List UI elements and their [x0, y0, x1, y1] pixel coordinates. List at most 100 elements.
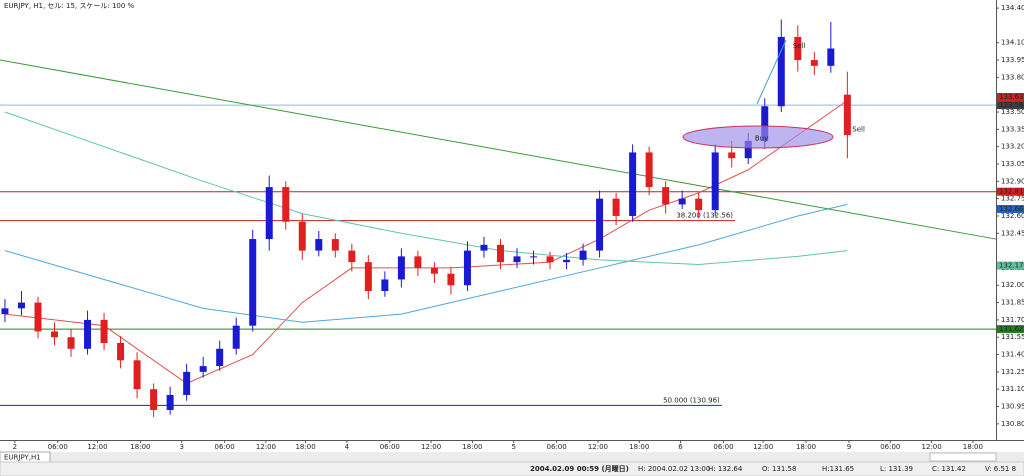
status-item: H: 2004.02.02 13:00 — [638, 465, 710, 473]
x-tick-label: 18:00 — [629, 443, 649, 451]
candle-body — [265, 187, 273, 240]
candle-body — [364, 262, 372, 292]
candle-body — [496, 244, 504, 263]
candle-body — [117, 342, 125, 361]
chart-tab-label[interactable]: EURJPY,H1 — [4, 454, 41, 462]
x-tick-label: 12:00 — [87, 443, 107, 451]
candle-body — [414, 256, 422, 268]
candle-body — [678, 198, 686, 205]
candle-body — [447, 273, 455, 286]
price-tag — [997, 261, 1024, 270]
price-tag — [997, 101, 1024, 110]
y-tick-label: 132.75 — [1001, 195, 1024, 203]
x-tick-label: 12:00 — [256, 443, 276, 451]
candle-body — [612, 198, 620, 216]
candle-body — [563, 259, 571, 263]
status-item: O: 131.58 — [762, 465, 796, 473]
candle-body — [546, 256, 554, 263]
candle-body — [695, 198, 703, 211]
indicator-line — [4, 203, 848, 323]
price-tag-label: 131.62 — [999, 325, 1024, 333]
candle-body — [728, 152, 736, 159]
price-tag — [997, 93, 1024, 102]
x-tick-label: 06:00 — [215, 443, 235, 451]
candle-body — [298, 221, 306, 251]
candle-body — [761, 106, 769, 141]
x-tick-label: 2 — [13, 443, 17, 451]
price-tag — [997, 187, 1024, 196]
x-tick-label: 18:00 — [462, 443, 482, 451]
x-tick-label: 18:00 — [130, 443, 150, 451]
candle-body — [463, 250, 471, 286]
y-tick-label: 131.85 — [1001, 299, 1024, 307]
candle-body — [199, 366, 207, 372]
candle-body — [100, 319, 108, 343]
candle-body — [794, 36, 802, 61]
y-tick-label: 132.60 — [1001, 212, 1024, 220]
candle-body — [810, 60, 818, 66]
x-tick-label: 9 — [847, 443, 851, 451]
candle-body — [249, 239, 257, 326]
candle-body — [843, 94, 851, 136]
scroll-controls[interactable] — [929, 452, 997, 462]
x-tick-label: 18:00 — [295, 443, 315, 451]
candle-body — [67, 337, 75, 349]
y-tick-label: 132.45 — [1001, 229, 1024, 237]
candle-body — [183, 371, 191, 395]
candle-body — [397, 256, 405, 280]
candle-body — [744, 140, 752, 159]
x-tick-label: 12:00 — [421, 443, 441, 451]
x-tick-label: 12:00 — [921, 443, 941, 451]
price-tag-label: 133.63 — [999, 93, 1024, 101]
candle-body — [381, 279, 389, 292]
x-tick-label: 12:00 — [753, 443, 773, 451]
level-label: 38.200 (132.56) — [676, 212, 733, 220]
x-tick-label: 06:00 — [547, 443, 567, 451]
y-tick-label: 130.95 — [1001, 403, 1024, 411]
candle-body — [84, 319, 92, 349]
y-tick-label: 133.35 — [1001, 125, 1024, 133]
y-tick-label: 131.10 — [1001, 385, 1024, 393]
x-tick-label: 6 — [678, 443, 683, 451]
candle-body — [331, 239, 339, 251]
status-items: 2004.02.09 00:59 (月曜日) H: 2004.02.02 13:0… — [530, 464, 1016, 473]
price-tag — [997, 325, 1024, 334]
y-tick-label: 133.20 — [1001, 143, 1024, 151]
y-tick-label: 134.40 — [1001, 4, 1024, 12]
x-tick-label: 3 — [179, 443, 183, 451]
x-tick-label: 06:00 — [880, 443, 900, 451]
candle-body — [150, 389, 158, 410]
y-tick-label: 131.70 — [1001, 316, 1024, 324]
price-tag-label: 132.17 — [999, 262, 1024, 270]
candle-body — [133, 360, 141, 390]
status-item: C: 131.42 — [932, 465, 966, 473]
tab-bar — [0, 452, 1024, 462]
price-tag — [997, 205, 1024, 214]
candle-body — [596, 198, 604, 251]
candle-body — [166, 394, 174, 410]
candle-body — [711, 152, 719, 211]
candle-body — [1, 308, 9, 315]
candle-body — [315, 239, 323, 251]
y-tick-label: 134.10 — [1001, 39, 1024, 47]
y-tick-label: 131.40 — [1001, 351, 1024, 359]
y-tick-label: 133.95 — [1001, 56, 1024, 64]
candle-body — [579, 250, 587, 260]
candle-body — [827, 48, 835, 66]
x-tick-label: 5 — [511, 443, 515, 451]
status-item: V: 6.51 8 — [985, 465, 1016, 473]
indicator-line — [4, 111, 848, 265]
price-tag-label: 132.81 — [999, 188, 1024, 196]
y-tick-label: 130.80 — [1001, 420, 1024, 428]
x-tick-label: 06:00 — [48, 443, 68, 451]
y-tick-label: 131.25 — [1001, 368, 1024, 376]
candle-body — [216, 348, 224, 367]
drawn-line — [756, 39, 787, 105]
x-tick-label: 12:00 — [588, 443, 608, 451]
candle-body — [430, 267, 438, 274]
y-tick-label: 133.50 — [1001, 108, 1024, 116]
status-item: L: 131.39 — [880, 465, 913, 473]
indicator-line — [0, 59, 997, 240]
candle-body — [777, 36, 785, 107]
